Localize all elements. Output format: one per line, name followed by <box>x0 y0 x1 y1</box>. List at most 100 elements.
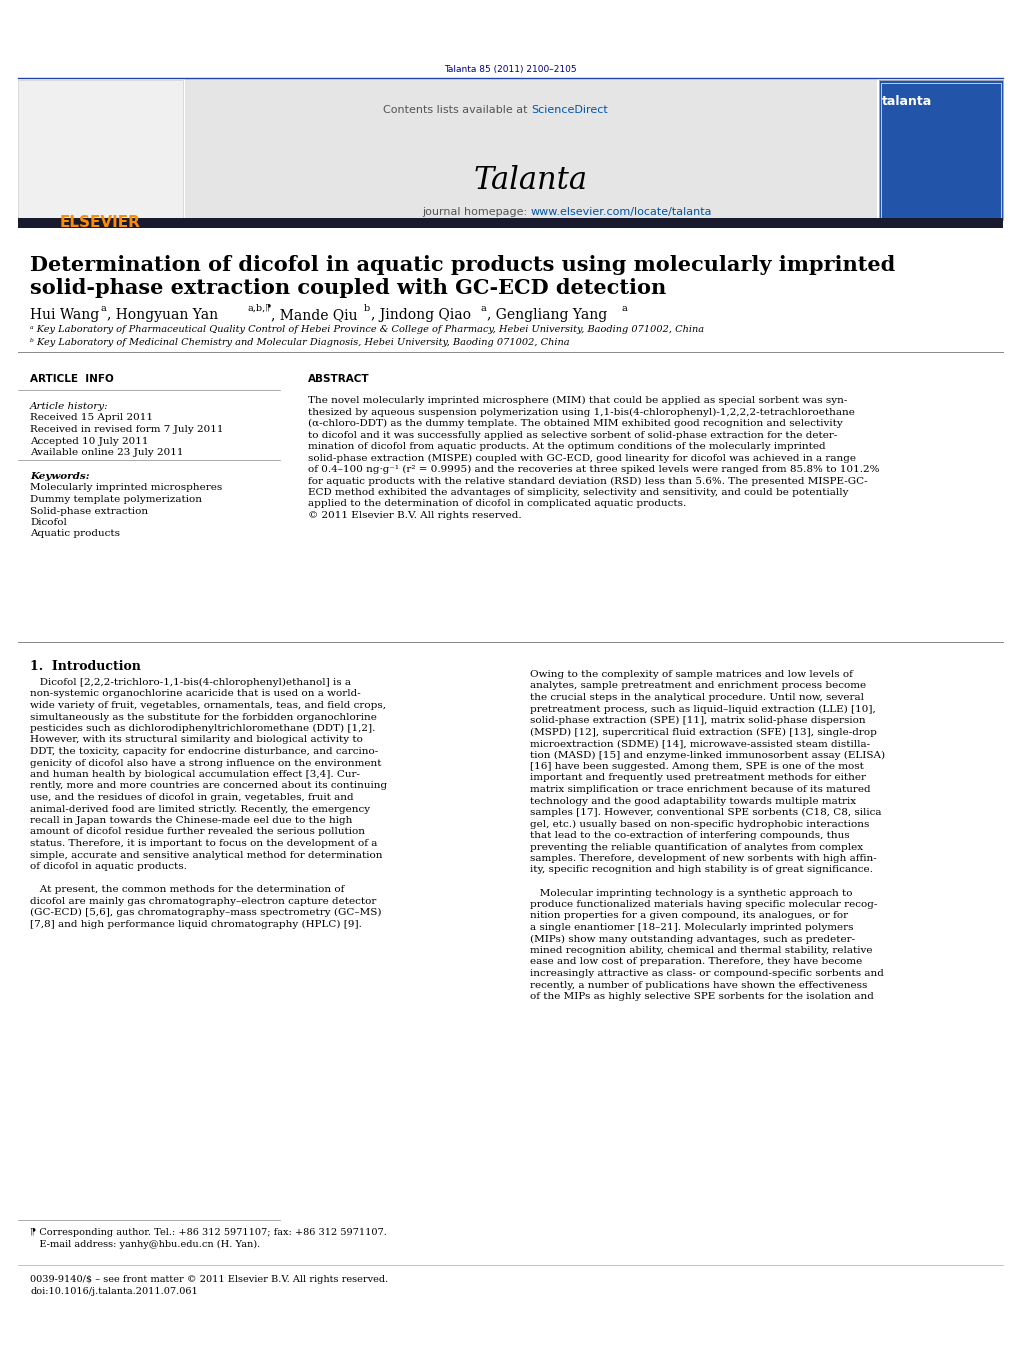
Text: simultaneously as the substitute for the forbidden organochlorine: simultaneously as the substitute for the… <box>30 712 377 721</box>
Text: The novel molecularly imprinted microsphere (MIM) that could be applied as speci: The novel molecularly imprinted microsph… <box>308 396 847 405</box>
Text: preventing the reliable quantification of analytes from complex: preventing the reliable quantification o… <box>530 843 863 851</box>
Text: At present, the common methods for the determination of: At present, the common methods for the d… <box>30 885 344 894</box>
Text: ABSTRACT: ABSTRACT <box>308 374 370 384</box>
Text: of dicofol in aquatic products.: of dicofol in aquatic products. <box>30 862 187 871</box>
Text: , Mande Qiu: , Mande Qiu <box>271 308 357 322</box>
Bar <box>879 80 1003 220</box>
Text: (MSPD) [12], supercritical fluid extraction (SFE) [13], single-drop: (MSPD) [12], supercritical fluid extract… <box>530 727 877 736</box>
Text: pesticides such as dichlorodiphenyltrichloromethane (DDT) [1,2].: pesticides such as dichlorodiphenyltrich… <box>30 724 376 734</box>
Text: Contents lists available at: Contents lists available at <box>383 105 531 115</box>
Text: tion (MASD) [15] and enzyme-linked immunosorbent assay (ELISA): tion (MASD) [15] and enzyme-linked immun… <box>530 751 885 759</box>
Text: recall in Japan towards the Chinese-made eel due to the high: recall in Japan towards the Chinese-made… <box>30 816 352 825</box>
Text: Dicofol [2,2,2-trichloro-1,1-bis(4-chlorophenyl)ethanol] is a: Dicofol [2,2,2-trichloro-1,1-bis(4-chlor… <box>30 678 351 688</box>
Text: a: a <box>480 304 486 313</box>
Text: the crucial steps in the analytical procedure. Until now, several: the crucial steps in the analytical proc… <box>530 693 864 703</box>
Text: Determination of dicofol in aquatic products using molecularly imprinted: Determination of dicofol in aquatic prod… <box>30 255 895 276</box>
Text: wide variety of fruit, vegetables, ornamentals, teas, and field crops,: wide variety of fruit, vegetables, ornam… <box>30 701 386 711</box>
Text: (α-chloro-DDT) as the dummy template. The obtained MIM exhibited good recognitio: (α-chloro-DDT) as the dummy template. Th… <box>308 419 842 428</box>
Text: mined recognition ability, chemical and thermal stability, relative: mined recognition ability, chemical and … <box>530 946 873 955</box>
Text: Accepted 10 July 2011: Accepted 10 July 2011 <box>30 436 148 446</box>
Text: Molecular imprinting technology is a synthetic approach to: Molecular imprinting technology is a syn… <box>530 889 853 897</box>
Text: Hui Wang: Hui Wang <box>30 308 99 322</box>
Text: journal homepage:: journal homepage: <box>423 207 531 218</box>
Text: DDT, the toxicity, capacity for endocrine disturbance, and carcino-: DDT, the toxicity, capacity for endocrin… <box>30 747 378 757</box>
Text: , Jindong Qiao: , Jindong Qiao <box>371 308 471 322</box>
Text: (GC-ECD) [5,6], gas chromatography–mass spectrometry (GC–MS): (GC-ECD) [5,6], gas chromatography–mass … <box>30 908 382 917</box>
Text: increasingly attractive as class- or compound-specific sorbents and: increasingly attractive as class- or com… <box>530 969 884 978</box>
Text: © 2011 Elsevier B.V. All rights reserved.: © 2011 Elsevier B.V. All rights reserved… <box>308 511 522 520</box>
Text: rently, more and more countries are concerned about its continuing: rently, more and more countries are conc… <box>30 781 387 790</box>
Text: of 0.4–100 ng·g⁻¹ (r² = 0.9995) and the recoveries at three spiked levels were r: of 0.4–100 ng·g⁻¹ (r² = 0.9995) and the … <box>308 465 879 474</box>
Text: nition properties for a given compound, its analogues, or for: nition properties for a given compound, … <box>530 912 848 920</box>
Text: animal-derived food are limited strictly. Recently, the emergency: animal-derived food are limited strictly… <box>30 804 371 813</box>
Text: mination of dicofol from aquatic products. At the optimum conditions of the mole: mination of dicofol from aquatic product… <box>308 442 826 451</box>
Text: ELSEVIER: ELSEVIER <box>59 215 141 230</box>
Text: that lead to the co-extraction of interfering compounds, thus: that lead to the co-extraction of interf… <box>530 831 849 840</box>
Text: ARTICLE  INFO: ARTICLE INFO <box>30 374 113 384</box>
Text: , Gengliang Yang: , Gengliang Yang <box>487 308 607 322</box>
Text: a single enantiomer [18–21]. Molecularly imprinted polymers: a single enantiomer [18–21]. Molecularly… <box>530 923 854 932</box>
Text: recently, a number of publications have shown the effectiveness: recently, a number of publications have … <box>530 981 868 989</box>
Text: [16] have been suggested. Among them, SPE is one of the most: [16] have been suggested. Among them, SP… <box>530 762 864 771</box>
Text: ᵃ Key Laboratory of Pharmaceutical Quality Control of Hebei Province & College o: ᵃ Key Laboratory of Pharmaceutical Quali… <box>30 326 704 334</box>
Text: Solid-phase extraction: Solid-phase extraction <box>30 507 148 516</box>
Text: amount of dicofol residue further revealed the serious pollution: amount of dicofol residue further reveal… <box>30 828 364 836</box>
Text: (MIPs) show many outstanding advantages, such as predeter-: (MIPs) show many outstanding advantages,… <box>530 935 856 943</box>
Text: solid-phase extraction (MISPE) coupled with GC-ECD, good linearity for dicofol w: solid-phase extraction (MISPE) coupled w… <box>308 454 856 462</box>
Text: ScienceDirect: ScienceDirect <box>531 105 607 115</box>
Text: b: b <box>364 304 371 313</box>
Text: pretreatment process, such as liquid–liquid extraction (LLE) [10],: pretreatment process, such as liquid–liq… <box>530 704 876 713</box>
Text: doi:10.1016/j.talanta.2011.07.061: doi:10.1016/j.talanta.2011.07.061 <box>30 1286 198 1296</box>
Text: dicofol are mainly gas chromatography–electron capture detector: dicofol are mainly gas chromatography–el… <box>30 897 377 905</box>
Text: non-systemic organochlorine acaricide that is used on a world-: non-systemic organochlorine acaricide th… <box>30 689 360 698</box>
Text: produce functionalized materials having specific molecular recog-: produce functionalized materials having … <box>530 900 877 909</box>
Text: of the MIPs as highly selective SPE sorbents for the isolation and: of the MIPs as highly selective SPE sorb… <box>530 992 874 1001</box>
Text: gel, etc.) usually based on non-specific hydrophobic interactions: gel, etc.) usually based on non-specific… <box>530 820 869 828</box>
Text: Available online 23 July 2011: Available online 23 July 2011 <box>30 449 184 457</box>
Text: 0039-9140/$ – see front matter © 2011 Elsevier B.V. All rights reserved.: 0039-9140/$ – see front matter © 2011 El… <box>30 1275 388 1283</box>
Text: simple, accurate and sensitive analytical method for determination: simple, accurate and sensitive analytica… <box>30 851 383 859</box>
Text: a: a <box>100 304 106 313</box>
Text: Received 15 April 2011: Received 15 April 2011 <box>30 413 153 423</box>
Text: applied to the determination of dicofol in complicated aquatic products.: applied to the determination of dicofol … <box>308 500 686 508</box>
Text: a,b,⁋: a,b,⁋ <box>247 304 272 313</box>
Text: 1.  Introduction: 1. Introduction <box>30 661 141 673</box>
Bar <box>18 80 183 220</box>
Text: , Hongyuan Yan: , Hongyuan Yan <box>107 308 218 322</box>
Bar <box>18 218 1003 228</box>
Text: [7,8] and high performance liquid chromatography (HPLC) [9].: [7,8] and high performance liquid chroma… <box>30 920 361 928</box>
Text: Article history:: Article history: <box>30 403 108 411</box>
Text: Owing to the complexity of sample matrices and low levels of: Owing to the complexity of sample matric… <box>530 670 853 680</box>
Text: and human health by biological accumulation effect [3,4]. Cur-: and human health by biological accumulat… <box>30 770 360 780</box>
Text: Dicofol: Dicofol <box>30 517 66 527</box>
Text: samples. Therefore, development of new sorbents with high affin-: samples. Therefore, development of new s… <box>530 854 877 863</box>
Text: Molecularly imprinted microspheres: Molecularly imprinted microspheres <box>30 484 223 493</box>
Text: ity, specific recognition and high stability is of great significance.: ity, specific recognition and high stabi… <box>530 866 873 874</box>
Text: talanta: talanta <box>882 95 932 108</box>
Text: a: a <box>621 304 627 313</box>
Text: solid-phase extraction coupled with GC-ECD detection: solid-phase extraction coupled with GC-E… <box>30 278 667 299</box>
Text: status. Therefore, it is important to focus on the development of a: status. Therefore, it is important to fo… <box>30 839 378 848</box>
Text: www.elsevier.com/locate/talanta: www.elsevier.com/locate/talanta <box>531 207 713 218</box>
Text: to dicofol and it was successfully applied as selective sorbent of solid-phase e: to dicofol and it was successfully appli… <box>308 431 837 439</box>
Text: microextraction (SDME) [14], microwave-assisted steam distilla-: microextraction (SDME) [14], microwave-a… <box>530 739 870 748</box>
Text: Received in revised form 7 July 2011: Received in revised form 7 July 2011 <box>30 426 224 434</box>
Text: ease and low cost of preparation. Therefore, they have become: ease and low cost of preparation. Theref… <box>530 958 863 966</box>
Text: Talanta: Talanta <box>474 165 588 196</box>
Text: Aquatic products: Aquatic products <box>30 530 120 539</box>
Text: However, with its structural similarity and biological activity to: However, with its structural similarity … <box>30 735 362 744</box>
Text: ⁋ Corresponding author. Tel.: +86 312 5971107; fax: +86 312 5971107.: ⁋ Corresponding author. Tel.: +86 312 59… <box>30 1228 387 1238</box>
Text: Dummy template polymerization: Dummy template polymerization <box>30 494 202 504</box>
Text: use, and the residues of dicofol in grain, vegetables, fruit and: use, and the residues of dicofol in grai… <box>30 793 353 802</box>
Text: important and frequently used pretreatment methods for either: important and frequently used pretreatme… <box>530 774 866 782</box>
Text: genicity of dicofol also have a strong influence on the environment: genicity of dicofol also have a strong i… <box>30 758 382 767</box>
Text: technology and the good adaptability towards multiple matrix: technology and the good adaptability tow… <box>530 797 857 805</box>
Text: thesized by aqueous suspension polymerization using 1,1-bis(4-chlorophenyl)-1,2,: thesized by aqueous suspension polymeriz… <box>308 408 855 416</box>
Text: analytes, sample pretreatment and enrichment process become: analytes, sample pretreatment and enrich… <box>530 681 866 690</box>
Bar <box>881 82 1001 219</box>
Bar <box>185 78 877 222</box>
Text: Talanta 85 (2011) 2100–2105: Talanta 85 (2011) 2100–2105 <box>444 65 577 74</box>
Text: ECD method exhibited the advantages of simplicity, selectivity and sensitivity, : ECD method exhibited the advantages of s… <box>308 488 848 497</box>
Text: E-mail address: yanhy@hbu.edu.cn (H. Yan).: E-mail address: yanhy@hbu.edu.cn (H. Yan… <box>30 1239 260 1248</box>
Text: for aquatic products with the relative standard deviation (RSD) less than 5.6%. : for aquatic products with the relative s… <box>308 477 868 485</box>
